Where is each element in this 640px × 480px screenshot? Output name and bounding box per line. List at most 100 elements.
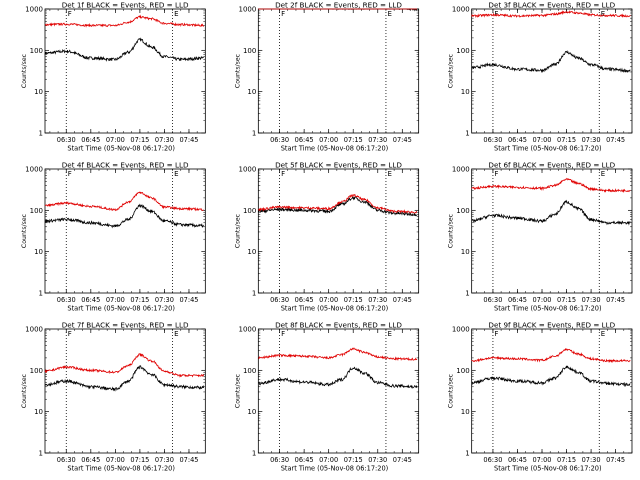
time-marker-label: E: [387, 10, 391, 18]
y-tick-label: 1: [39, 450, 43, 458]
x-tick-label: 07:45: [393, 456, 412, 464]
x-axis-label: Start Time (05-Nov-08 06:17:20): [281, 465, 389, 473]
time-marker-label: E: [601, 330, 605, 338]
panel-det-4: Det 4f BLACK = Events, RED = LLD 1 10 100 10…: [21, 161, 206, 313]
x-tick-label: 06:30: [483, 456, 502, 464]
x-tick-label: 07:30: [582, 296, 601, 304]
chart-title: Det 3f BLACK = Events, RED = LLD: [488, 1, 615, 10]
y-tick-label: 10: [247, 88, 256, 96]
x-tick-label: 06:45: [508, 296, 527, 304]
time-marker-label: F: [281, 10, 285, 18]
y-tick-label: 1000: [25, 326, 43, 334]
x-tick-label: 07:15: [130, 136, 149, 144]
y-axis-label: Counts/sec: [234, 373, 241, 408]
y-axis-label: Counts/sec: [21, 213, 28, 248]
time-marker-label: F: [281, 330, 285, 338]
x-tick-label: 06:30: [270, 456, 289, 464]
series-line-events: [44, 365, 205, 392]
y-axis-label: Counts/sec: [234, 53, 241, 88]
x-axis-label: Start Time (05-Nov-08 06:17:20): [67, 145, 175, 153]
time-marker-label: F: [281, 170, 285, 178]
plot-frame: [257, 8, 420, 134]
y-tick-label: 10: [34, 408, 43, 416]
series-line-lld: [471, 10, 631, 19]
y-tick-label: 100: [243, 207, 256, 215]
y-tick-label: 1: [252, 290, 256, 298]
time-marker-label: E: [387, 170, 391, 178]
x-tick-label: 07:45: [179, 136, 198, 144]
y-tick-label: 1: [39, 290, 43, 298]
x-tick-label: 06:30: [483, 296, 502, 304]
y-tick-label: 1000: [239, 326, 257, 334]
panel-det-7: Det 7f BLACK = Events, RED = LLD 1 10 100 10…: [21, 321, 206, 473]
x-tick-label: 07:45: [179, 296, 198, 304]
x-axis-label: Start Time (05-Nov-08 06:17:20): [281, 305, 389, 313]
x-tick-label: 07:00: [106, 456, 125, 464]
y-axis-label: Counts/sec: [21, 373, 28, 408]
time-marker-label: F: [68, 10, 72, 18]
x-tick-label: 07:00: [533, 136, 552, 144]
y-tick-label: 100: [30, 47, 43, 55]
y-tick-label: 10: [34, 88, 43, 96]
y-tick-label: 1000: [25, 166, 43, 174]
x-tick-label: 07:15: [130, 296, 149, 304]
panel-det-5: Det 5f BLACK = Events, RED = LLD 1 10 100 10…: [234, 161, 420, 313]
x-tick-label: 07:15: [344, 136, 363, 144]
x-tick-label: 07:00: [319, 296, 338, 304]
x-tick-label: 06:30: [57, 296, 76, 304]
x-tick-label: 06:30: [57, 136, 76, 144]
x-tick-label: 06:30: [270, 296, 289, 304]
panel-det-2: Det 2f BLACK = Events, RED = LLD 1 10 100 10…: [234, 1, 420, 153]
x-tick-label: 06:30: [270, 136, 289, 144]
x-tick-label: 06:30: [57, 456, 76, 464]
time-marker-label: F: [494, 170, 498, 178]
chart-title: Det 1f BLACK = Events, RED = LLD: [62, 1, 189, 10]
time-marker-label: F: [494, 10, 498, 18]
x-tick-label: 06:30: [483, 136, 502, 144]
x-tick-label: 07:30: [368, 296, 387, 304]
x-axis-label: Start Time (05-Nov-08 06:17:20): [67, 465, 175, 473]
x-tick-label: 07:30: [368, 136, 387, 144]
x-tick-label: 07:30: [582, 136, 601, 144]
time-marker-label: F: [68, 330, 72, 338]
panel-det-3: Det 3f BLACK = Events, RED = LLD 1 10 100 10…: [448, 1, 633, 153]
y-axis-label: Counts/sec: [448, 213, 455, 248]
y-tick-label: 100: [243, 367, 256, 375]
y-tick-label: 10: [247, 408, 256, 416]
plot-frame: [44, 8, 206, 134]
series-line-events: [44, 203, 204, 229]
x-tick-label: 07:45: [393, 136, 412, 144]
series-line-events: [44, 37, 204, 62]
x-tick-label: 07:00: [319, 136, 338, 144]
x-tick-label: 07:30: [155, 296, 174, 304]
y-tick-label: 1: [252, 450, 256, 458]
x-tick-label: 07:00: [533, 456, 552, 464]
x-tick-label: 07:15: [557, 136, 576, 144]
y-tick-label: 10: [247, 248, 256, 256]
y-axis-label: Counts/sec: [21, 53, 28, 88]
series-line-events: [471, 199, 631, 226]
chart-title: Det 2f BLACK = Events, RED = LLD: [275, 1, 402, 10]
y-tick-label: 100: [456, 47, 469, 55]
x-tick-label: 07:45: [606, 136, 625, 144]
panel-det-1: Det 1f BLACK = Events, RED = LLD 1 10 100 10…: [21, 1, 206, 153]
y-tick-label: 10: [461, 408, 470, 416]
chart-title: Det 4f BLACK = Events, RED = LLD: [62, 161, 189, 170]
time-marker-label: E: [601, 10, 605, 18]
series-line-events: [471, 50, 631, 74]
series-line-events: [471, 365, 631, 387]
y-tick-label: 1: [465, 290, 469, 298]
x-tick-label: 07:15: [557, 456, 576, 464]
panel-det-9: Det 9f BLACK = Events, RED = LLD 1 10 100 10…: [448, 321, 633, 473]
y-tick-label: 1: [39, 130, 43, 138]
chart-title: Det 8f BLACK = Events, RED = LLD: [275, 321, 402, 330]
x-tick-label: 07:30: [582, 456, 601, 464]
x-axis-label: Start Time (05-Nov-08 06:17:20): [494, 465, 602, 473]
x-tick-label: 06:45: [295, 456, 314, 464]
x-tick-label: 06:45: [508, 136, 527, 144]
plot-frame: [471, 8, 633, 134]
y-tick-label: 1000: [452, 6, 470, 14]
x-axis-label: Start Time (05-Nov-08 06:17:20): [67, 305, 175, 313]
x-tick-label: 06:45: [81, 136, 100, 144]
